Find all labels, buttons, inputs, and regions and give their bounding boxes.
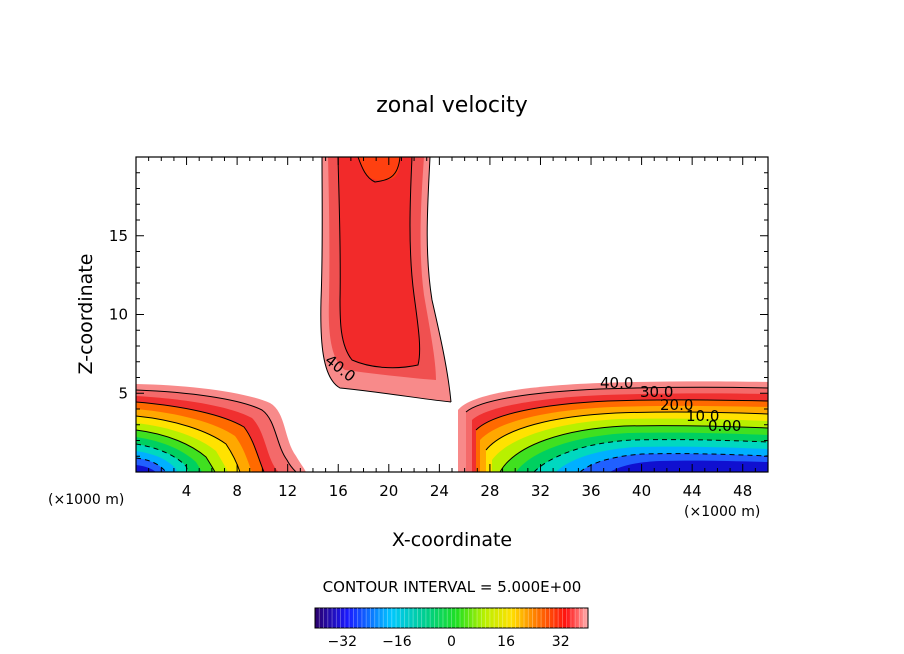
x-tick-label: 36 (581, 482, 600, 500)
contour-fill-layer: 40.0 40.0 30.0 20.0 10.0 0.00 (136, 157, 768, 472)
x-unit-label-right: (×1000 m) (684, 504, 760, 520)
colorbar-tick-label: 0 (447, 634, 456, 650)
contour-label: 10.0 (686, 407, 719, 425)
x-tick-label: 44 (683, 482, 702, 500)
axis-ticks (136, 157, 768, 472)
upper-jet-region (320, 157, 451, 402)
x-tick-label: 24 (430, 482, 449, 500)
y-tick-label: 10 (109, 306, 128, 324)
x-tick-label: 32 (531, 482, 550, 500)
y-axis-label: Z-coordinate (75, 254, 97, 375)
colorbar-tick-label: 32 (552, 634, 570, 650)
contour-lines (136, 157, 768, 472)
colorbar-tick-labels: −32 −16 0 16 32 (328, 634, 570, 650)
x-tick-label: 12 (278, 482, 297, 500)
contour-interval-label: CONTOUR INTERVAL = 5.000E+00 (323, 578, 582, 596)
contour-label: 20.0 (660, 396, 693, 414)
y-tick-label: 5 (118, 384, 128, 402)
colorbar-tick-label: −16 (382, 634, 412, 650)
colorbar-tick-label: −32 (328, 634, 358, 650)
x-tick-label: 4 (182, 482, 192, 500)
colorbar-tick-label: 16 (497, 634, 515, 650)
contour-label: 0.00 (708, 417, 741, 435)
left-jet-region (136, 384, 306, 472)
x-tick-label: 20 (379, 482, 398, 500)
x-tick-label: 28 (480, 482, 499, 500)
x-unit-label-left: (×1000 m) (48, 492, 124, 508)
x-tick-label: 16 (329, 482, 348, 500)
x-tick-label: 48 (733, 482, 752, 500)
contour-label: 40.0 (600, 374, 633, 392)
colorbar (314, 607, 589, 629)
chart-title: zonal velocity (376, 93, 528, 118)
contour-label: 30.0 (640, 383, 673, 401)
x-axis-label: X-coordinate (392, 529, 512, 551)
x-tick-label: 40 (632, 482, 651, 500)
y-tick-label: 15 (109, 227, 128, 245)
colorbar-stripes (318, 608, 585, 628)
right-jet-region (458, 381, 768, 472)
x-tick-label: 8 (232, 482, 242, 500)
